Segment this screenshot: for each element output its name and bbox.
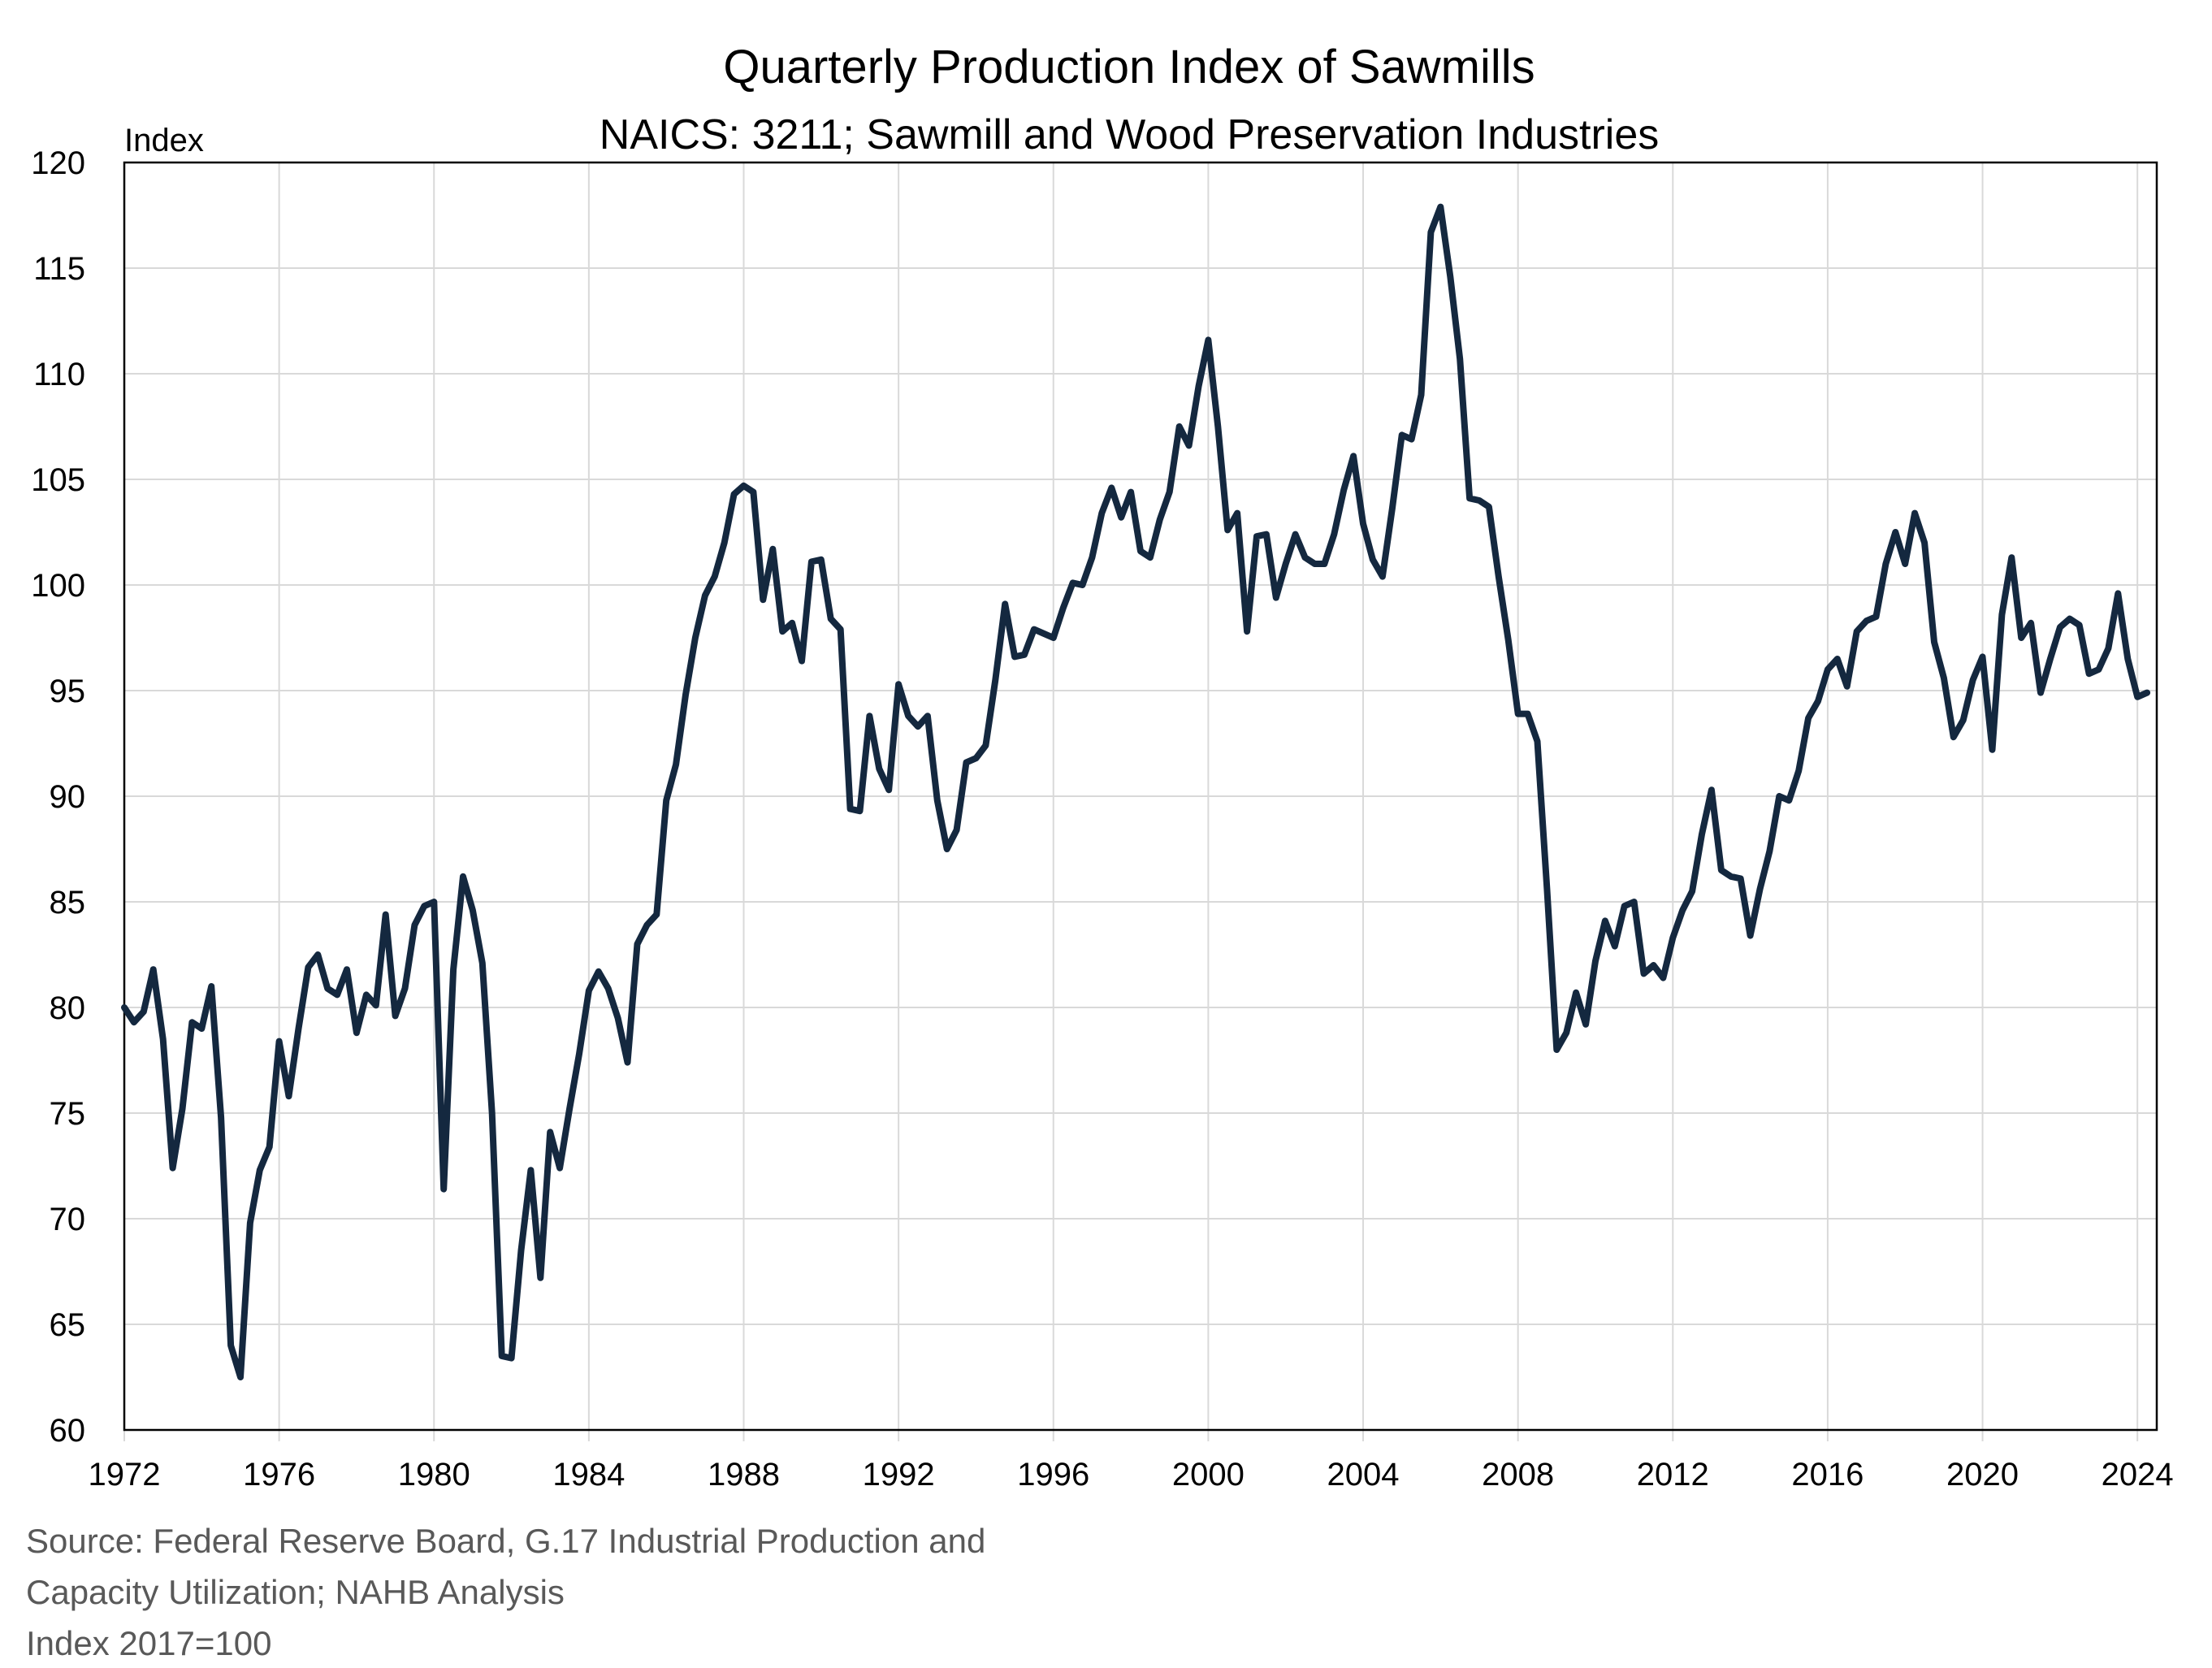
x-tick-label-1988: 1988 — [708, 1457, 780, 1493]
x-tick-label-2008: 2008 — [1482, 1457, 1554, 1493]
x-axis-tick-labels: 1972 1976 1980 1984 1988 1992 1996 2000 2004 2008… — [89, 1457, 2174, 1493]
y-axis-label: Index — [124, 123, 204, 158]
x-tick-label-1996: 1996 — [1017, 1457, 1089, 1493]
source-note-line-1: Source: Federal Reserve Board, G.17 Indu… — [26, 1522, 985, 1560]
y-tick-label-90: 90 — [50, 779, 86, 815]
y-tick-label-70: 70 — [50, 1202, 86, 1237]
y-tick-label-100: 100 — [31, 568, 85, 604]
plot-frame — [123, 161, 2158, 1432]
x-tick-label-1980: 1980 — [398, 1457, 470, 1493]
y-tick-label-65: 65 — [50, 1307, 86, 1343]
index-base-note: Index 2017=100 — [26, 1624, 271, 1662]
x-tick-label-2020: 2020 — [1946, 1457, 2019, 1493]
y-tick-label-80: 80 — [50, 990, 86, 1026]
y-tick-label-120: 120 — [31, 145, 85, 181]
horizontal-gridlines — [124, 162, 2157, 1431]
x-tick-label-1972: 1972 — [89, 1457, 161, 1493]
x-tick-label-1984: 1984 — [552, 1457, 625, 1493]
y-tick-label-95: 95 — [50, 674, 86, 709]
y-tick-label-115: 115 — [33, 251, 85, 287]
x-tick-label-2024: 2024 — [2102, 1457, 2174, 1493]
y-axis-tick-labels: 60 65 70 75 80 85 90 95 100 105 110 115 120 — [31, 145, 85, 1449]
chart-subtitle: NAICS: 3211; Sawmill and Wood Preservati… — [600, 111, 1659, 158]
y-tick-label-105: 105 — [31, 462, 85, 498]
x-tick-label-2016: 2016 — [1791, 1457, 1864, 1493]
x-tick-label-2000: 2000 — [1172, 1457, 1245, 1493]
y-tick-label-85: 85 — [50, 885, 86, 921]
x-tick-label-1992: 1992 — [863, 1457, 935, 1493]
x-tick-label-1976: 1976 — [243, 1457, 315, 1493]
source-note-line-2: Capacity Utilization; NAHB Analysis — [26, 1573, 565, 1611]
x-tick-label-2004: 2004 — [1327, 1457, 1400, 1493]
y-tick-label-60: 60 — [50, 1413, 86, 1449]
production-index-line — [121, 203, 2151, 1380]
x-tick-label-2012: 2012 — [1637, 1457, 1709, 1493]
y-tick-label-75: 75 — [50, 1096, 86, 1132]
vertical-gridlines — [123, 162, 2139, 1441]
chart-title: Quarterly Production Index of Sawmills — [723, 41, 1535, 93]
y-tick-label-110: 110 — [33, 357, 85, 392]
